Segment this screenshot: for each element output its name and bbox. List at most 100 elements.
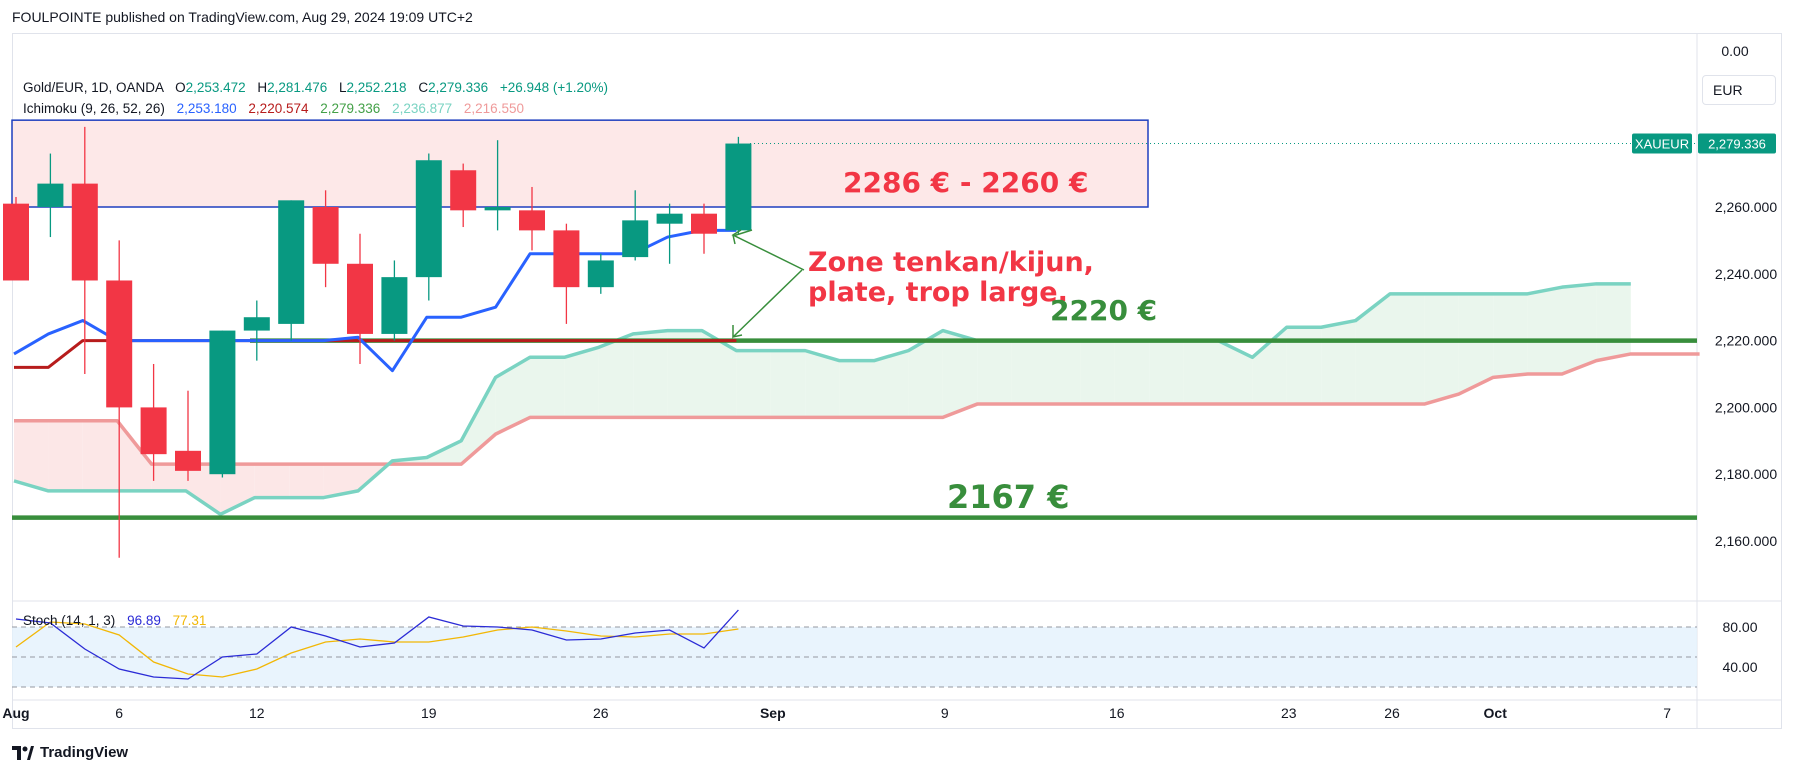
comment-arrow-tip [732,229,753,237]
tradingview-logo-icon [12,745,34,760]
kumo-cloud-segment [1114,340,1150,405]
kumo-cloud-segment [874,350,909,418]
price-tick-label: 2,200.000 [1715,399,1777,415]
price-tag-value: 2,279.336 [1708,137,1766,152]
footer-brand[interactable]: TradingView [12,744,128,761]
stoch-k-value: 96.89 [127,613,161,628]
low-value: 2,252.218 [346,80,407,95]
kumo-cloud-segment [254,464,290,498]
candle-body [209,330,236,475]
comment-line-1: Zone tenkan/kijun, [808,247,1094,278]
kumo-cloud-segment [1424,293,1459,405]
time-axis-label: Oct [1484,705,1508,721]
kumo-cloud-segment [1046,340,1081,405]
stoch-label: Stoch (14, 1, 3) [23,613,116,628]
time-axis-label: Sep [760,705,786,721]
candle-body [347,263,373,334]
price-tick-label: 2,180.000 [1715,466,1777,482]
time-axis-label: 19 [421,705,437,721]
resistance-zone [11,119,1149,208]
kumo-cloud-segment [1321,320,1356,405]
candle-body [37,183,64,207]
time-axis-label: 9 [941,705,949,721]
price-tick-label: 2,240.000 [1715,266,1777,282]
price-tag-symbol-bg [1632,133,1692,154]
kumo-cloud-segment [1596,283,1631,361]
candle-body [175,450,201,471]
kumo-cloud-segment [633,330,668,418]
kumo-cloud-segment [736,350,771,418]
kumo-cloud-segment [1011,340,1046,405]
candle-body [71,183,98,281]
kumo-cloud-segment [908,330,943,418]
stoch-legend: Stoch (14, 1, 3) 96.89 77.31 [23,613,206,628]
kumo-cloud-segment [323,464,358,498]
symbol-label: Gold/EUR, 1D, OANDA [23,80,164,95]
kumo-cloud-segment [1218,340,1253,405]
currency-button[interactable]: EUR [1702,75,1776,105]
time-axis-label: 26 [1384,705,1400,721]
kumo-cloud-segment [82,420,118,491]
candle-body [106,280,133,408]
kumo-cloud-segment [1252,327,1287,405]
kumo-cloud-segment [702,330,737,418]
time-axis-label: 16 [1109,705,1125,721]
kumo-cloud-segment [1286,327,1322,405]
publish-info: FOULPOINTE published on TradingView.com,… [12,9,473,25]
candle-body [140,407,167,455]
kumo-cloud-segment [1080,340,1115,405]
ichimoku-kijun-value: 2,220.574 [248,101,309,116]
candle-body [656,213,683,224]
price-tick-label: 2,260.000 [1715,199,1777,215]
price-tag-value-bg [1698,133,1776,154]
kumo-cloud-segment [1458,293,1494,395]
candle-body [450,170,477,211]
high-value: 2,281.476 [267,80,328,95]
ohlc-legend: Gold/EUR, 1D, OANDA O2,253.472 H2,281.47… [23,80,608,95]
low-label: L [338,80,347,95]
stoch-tick-label: 40.00 [1722,659,1757,675]
kumo-cloud-segment [1527,287,1562,374]
price-tick-label: 2,220.000 [1715,333,1777,349]
ichimoku-legend: Ichimoku (9, 26, 52, 26) 2,253.180 2,220… [23,101,524,116]
time-axis-label: 6 [115,705,123,721]
price-tag-symbol: XAUEUR [1635,137,1689,152]
open-value: 2,253.472 [185,80,246,95]
ichimoku-chikou-value: 2,279.336 [320,101,381,116]
candle-body [415,160,442,278]
kumo-cloud-segment [770,350,806,418]
kumo-cloud-segment [805,350,840,418]
time-axis-label: 12 [249,705,265,721]
ichimoku-span-b-value: 2,216.550 [463,101,524,116]
candle-body [278,200,305,324]
kumo-cloud-segment [1562,283,1597,374]
candle-body [312,207,339,264]
top-axis-value: 0.00 [1721,43,1748,59]
stoch-d-value: 77.31 [172,613,207,628]
time-axis-label: Aug [2,705,29,721]
kumo-cloud-segment [1390,293,1425,405]
time-axis-label: 23 [1281,705,1297,721]
close-value: 2,279.336 [428,80,489,95]
zone-label: 2286 € - 2260 € [843,166,1088,199]
candle-body [484,207,511,211]
kumo-cloud-segment [461,377,496,465]
senkou-span-b-line [14,352,1700,466]
candle-body [725,143,752,231]
kumo-cloud-segment [289,464,324,498]
chart-frame [12,33,1782,729]
candle-body [3,203,29,281]
comment-arrow-upper [731,229,805,271]
brand-name: TradingView [40,744,129,761]
kumo-cloud-segment [220,464,255,515]
price-tick-label: 2,160.000 [1715,533,1777,549]
candle-body [622,220,649,258]
level-2167-label: 2167 € [947,478,1069,516]
kumo-cloud-segment [186,464,221,515]
kumo-cloud-segment [942,330,978,418]
close-label: C [418,80,429,95]
ichimoku-label: Ichimoku (9, 26, 52, 26) [23,101,165,116]
senkou-span-a-line [13,282,1631,517]
kumo-cloud-segment [1355,293,1390,405]
